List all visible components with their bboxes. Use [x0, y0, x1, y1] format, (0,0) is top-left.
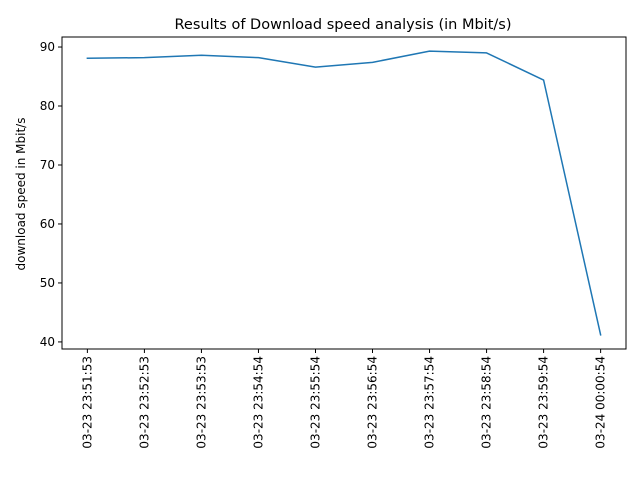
x-tick-label: 03-23 23:54:54: [251, 356, 265, 449]
y-tick-label: 50: [40, 276, 55, 290]
chart-title: Results of Download speed analysis (in M…: [175, 17, 512, 33]
y-axis-label: download speed in Mbit/s: [14, 118, 28, 271]
x-tick-label: 03-24 00:00:54: [594, 356, 608, 449]
plot-frame: [61, 36, 627, 350]
x-tick-label: 03-23 23:53:53: [194, 356, 208, 449]
x-tick-label: 03-23 23:51:53: [80, 356, 94, 449]
series-layer: [86, 50, 602, 336]
x-tick-label: 03-23 23:58:54: [480, 356, 494, 449]
y-tick-label: 70: [40, 158, 55, 172]
x-axis-ticks: 03-23 23:51:53 03-23 23:52:53 03-23 23:53:…: [80, 349, 608, 449]
y-tick-label: 60: [40, 217, 55, 231]
x-tick-label: 03-23 23:57:54: [423, 356, 437, 449]
x-tick-label: 03-23 23:59:54: [537, 356, 551, 449]
y-axis-ticks: 40 50 60 70 80 90: [40, 40, 62, 349]
y-tick-label: 90: [40, 40, 55, 54]
y-tick-label: 40: [40, 335, 55, 349]
y-tick-label: 80: [40, 99, 55, 113]
plot-area: [62, 37, 626, 349]
x-tick-label: 03-23 23:56:54: [366, 356, 380, 449]
x-tick-label: 03-23 23:52:53: [137, 356, 151, 449]
x-tick-label: 03-23 23:55:54: [308, 356, 322, 449]
series-line: [86, 50, 602, 336]
